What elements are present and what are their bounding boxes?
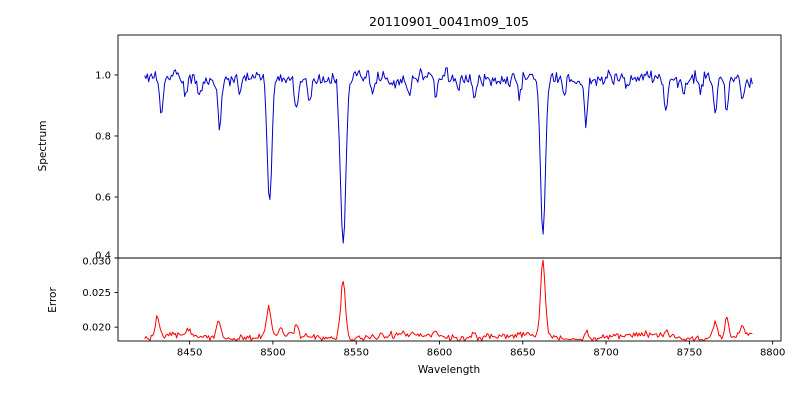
- spectrum-line: [144, 67, 753, 244]
- y-tick-label: 1.0: [95, 70, 111, 81]
- y-tick-label: 0.030: [82, 256, 111, 267]
- x-tick-label: 8750: [677, 348, 702, 359]
- axes-background: [118, 258, 781, 341]
- axes-background: [118, 35, 781, 258]
- y-axis-label-error: Error: [47, 287, 59, 313]
- plot-area: 0.4 0.6 0.8 1.0 0.020 0.025 0.030 8450 8500 8550 8…: [82, 34, 785, 359]
- x-tick-label: 8500: [260, 348, 285, 359]
- y-axis-label-spectrum: Spectrum: [37, 121, 49, 172]
- x-tick-label: 8650: [510, 348, 535, 359]
- y-tick-label: 0.6: [95, 192, 111, 203]
- x-tick-label: 8700: [593, 348, 618, 359]
- y-tick-label: 0.4: [95, 250, 111, 261]
- error-line: [144, 259, 753, 342]
- y-tick-label: 0.8: [95, 131, 111, 142]
- y-tick-label: 0.020: [82, 323, 111, 334]
- x-tick-label: 8600: [427, 348, 452, 359]
- x-axis-label: Wavelength: [418, 364, 480, 376]
- axes-frame: [117, 257, 782, 342]
- x-tick-label: 8550: [343, 348, 368, 359]
- plot-title: 20110901_0041m09_105: [369, 14, 529, 29]
- x-tick-label: 8450: [177, 348, 202, 359]
- x-tick-label: 8800: [760, 348, 785, 359]
- y-tick-label: 0.025: [82, 288, 111, 299]
